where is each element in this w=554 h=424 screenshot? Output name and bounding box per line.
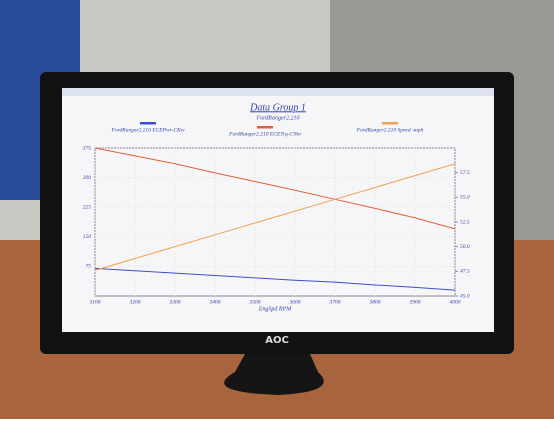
legend-swatch — [382, 122, 398, 125]
y-tick-label: 300 — [82, 175, 92, 181]
series-line — [94, 163, 456, 271]
brand-logo: AOC — [265, 335, 289, 346]
legend-label: FordRanger2.210 ECEPwr-CKw — [110, 127, 184, 133]
y-tick-label: 150 — [83, 234, 92, 240]
y2-tick-label: 50.0 — [460, 244, 470, 250]
chart-title: Data Group 1 — [249, 102, 306, 113]
y2-tick-label: 57.5 — [460, 170, 470, 176]
y2-tick-label: 55.0 — [460, 195, 470, 201]
x-tick-label: 3400 — [209, 298, 221, 305]
x-tick-label: 3500 — [249, 299, 261, 305]
legend-swatch — [257, 126, 273, 129]
y-tick-label: 225 — [83, 204, 92, 210]
window-titlebar — [62, 88, 494, 96]
chart-subtitle: FordRanger2.210 — [256, 115, 300, 121]
x-tick-label: 3300 — [169, 299, 181, 305]
screen — [62, 88, 494, 332]
monitor-stand — [224, 354, 324, 395]
x-axis-label: EngSpd RPM — [258, 306, 292, 312]
series-line — [94, 147, 456, 230]
legend-label: FordRanger2.210 Speed -mph — [356, 127, 424, 133]
series-line — [94, 267, 456, 291]
y2-tick-label: 45.0 — [460, 292, 470, 299]
legend-label: FordRanger2.210 ECETrq-CNm — [228, 131, 301, 137]
x-tick-label: 3600 — [289, 299, 301, 305]
y2-tick-label: 52.5 — [460, 219, 470, 225]
y-tick-label: 375 — [82, 145, 92, 151]
x-tick-label: 4000 — [450, 298, 461, 305]
legend-swatch — [140, 122, 156, 125]
x-tick-label: 3200 — [129, 299, 141, 305]
y2-tick-label: 47.5 — [460, 268, 470, 275]
y-tick-label: 75 — [86, 264, 92, 270]
x-tick-label: 3100 — [89, 299, 101, 305]
x-tick-label: 3800 — [369, 299, 381, 305]
x-tick-label: 3900 — [409, 299, 421, 305]
x-tick-label: 3700 — [329, 299, 341, 305]
